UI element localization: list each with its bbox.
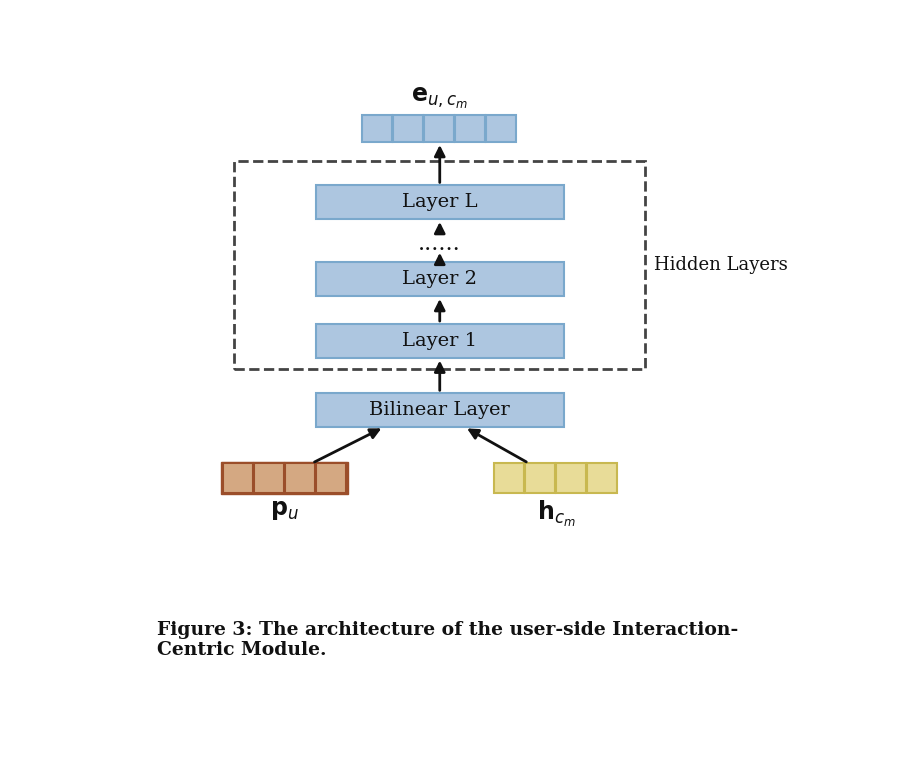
Text: Centric Module.: Centric Module. bbox=[157, 641, 326, 659]
Bar bbox=[362, 115, 392, 142]
Bar bbox=[455, 115, 485, 142]
Text: $\mathbf{p}_{u}$: $\mathbf{p}_{u}$ bbox=[271, 498, 299, 522]
Bar bbox=[424, 115, 454, 142]
Text: Bilinear Layer: Bilinear Layer bbox=[369, 401, 510, 419]
Text: Layer 1: Layer 1 bbox=[402, 332, 477, 350]
Bar bbox=[254, 464, 284, 492]
Text: $\mathbf{e}_{u, c_m}$: $\mathbf{e}_{u, c_m}$ bbox=[411, 85, 468, 111]
Bar bbox=[285, 464, 315, 492]
Bar bbox=[486, 115, 516, 142]
Bar bbox=[223, 464, 253, 492]
Text: ......: ...... bbox=[419, 233, 462, 255]
Bar bbox=[315, 393, 564, 427]
Text: Figure 3: The architecture of the user-side Interaction-: Figure 3: The architecture of the user-s… bbox=[157, 621, 739, 639]
Text: Hidden Layers: Hidden Layers bbox=[654, 256, 788, 274]
Text: $\mathbf{h}_{c_m}$: $\mathbf{h}_{c_m}$ bbox=[537, 498, 575, 529]
Bar bbox=[494, 464, 525, 492]
Bar bbox=[221, 462, 348, 494]
Bar bbox=[556, 464, 586, 492]
Text: Layer 2: Layer 2 bbox=[402, 270, 477, 288]
Bar bbox=[315, 185, 564, 219]
Bar bbox=[315, 324, 564, 358]
Bar bbox=[315, 262, 564, 296]
Bar bbox=[315, 464, 346, 492]
Bar bbox=[525, 464, 555, 492]
Bar bbox=[587, 464, 617, 492]
Text: Layer L: Layer L bbox=[402, 194, 477, 211]
Bar bbox=[393, 115, 423, 142]
